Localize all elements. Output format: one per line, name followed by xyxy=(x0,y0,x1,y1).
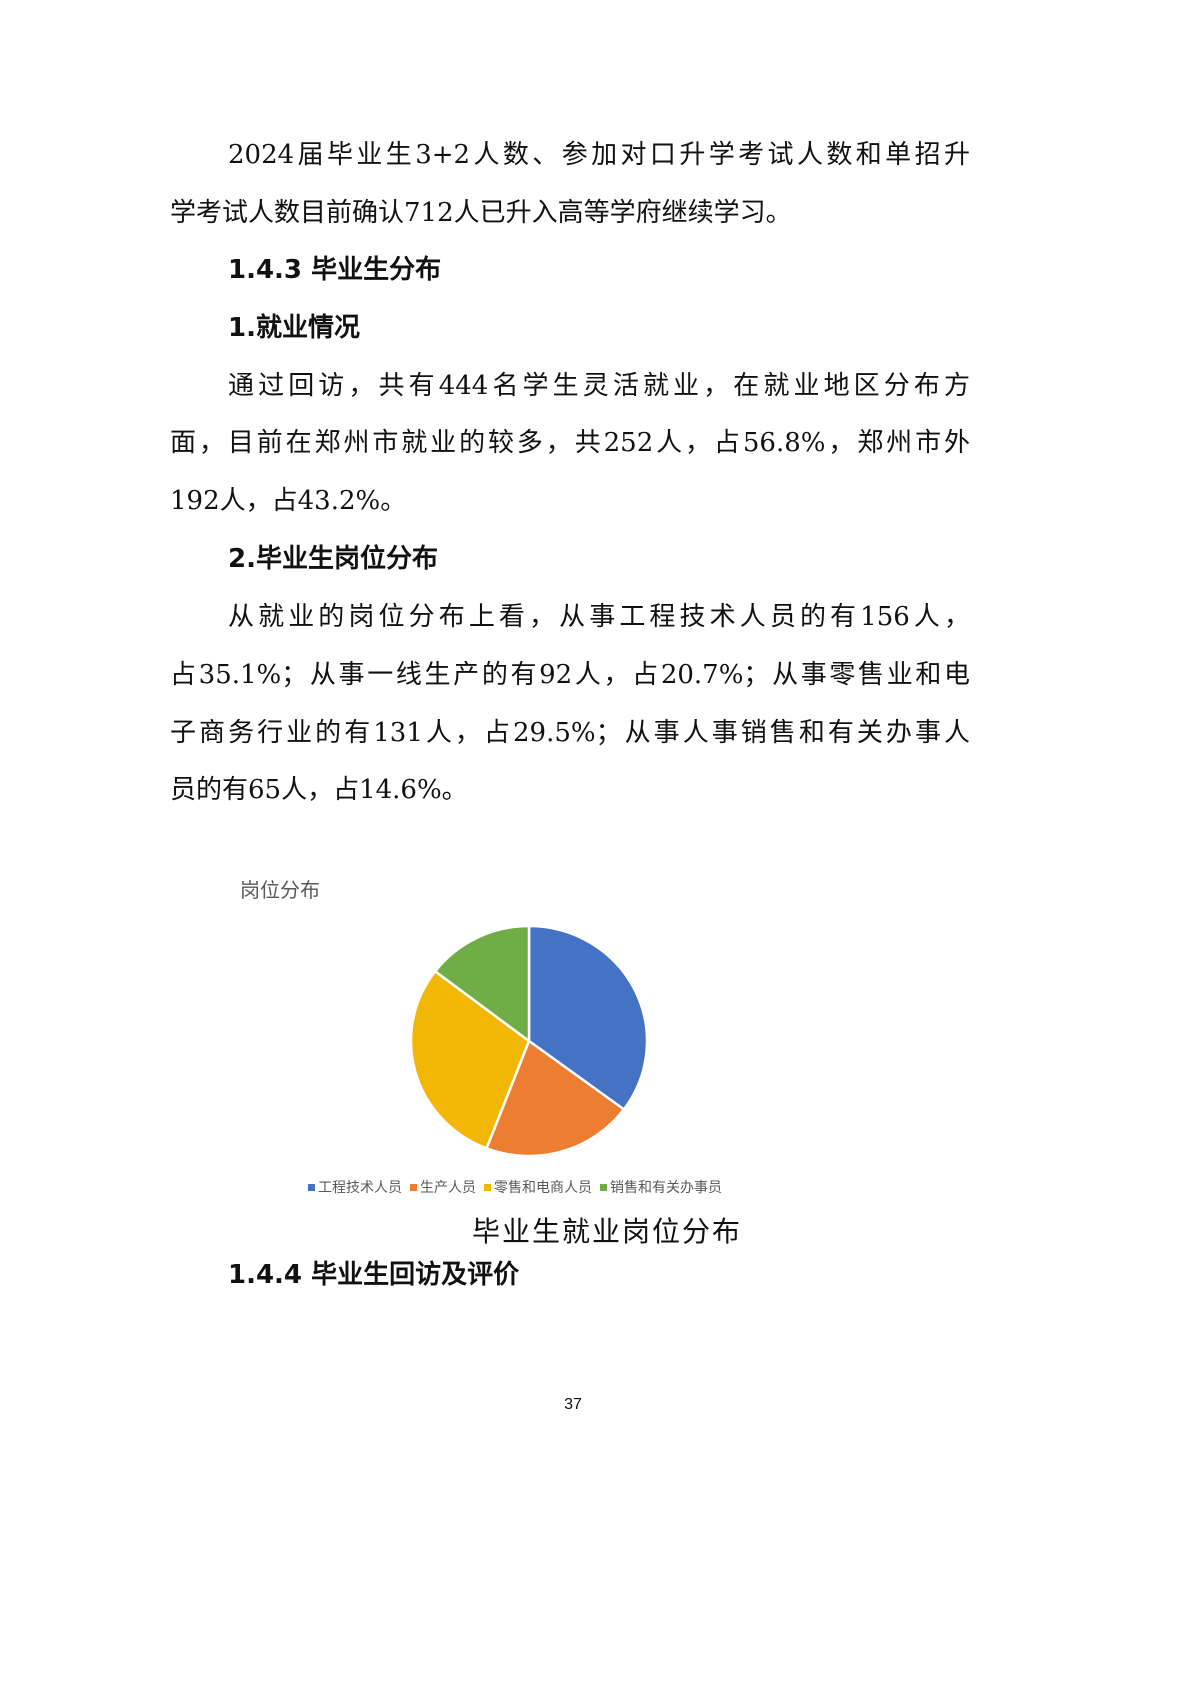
legend-item: 零售和电商人员 xyxy=(484,1177,592,1197)
legend-swatch xyxy=(308,1183,315,1191)
section-heading: 1.4.4 毕业生回访及评价 xyxy=(228,1260,520,1290)
legend-swatch xyxy=(484,1183,491,1191)
legend-label: 销售和有关办事员 xyxy=(610,1180,722,1196)
paragraph-line: 员的有65人，占14.6%。 xyxy=(170,775,468,805)
pie-slice-1 xyxy=(484,1039,626,1158)
pie-slice-0 xyxy=(527,924,649,1112)
subsection-heading: 2.毕业生岗位分布 xyxy=(228,544,438,574)
page-number: 37 xyxy=(564,1396,582,1413)
chart-title: 岗位分布 xyxy=(240,878,320,902)
paragraph-line: 面，目前在郑州市就业的较多，共252人，占56.8%，郑州市外 xyxy=(170,428,970,458)
legend-swatch xyxy=(410,1183,417,1191)
paragraph-line: 从就业的岗位分布上看，从事工程技术人员的有156人， xyxy=(228,602,970,632)
paragraph-line: 192人，占43.2%。 xyxy=(170,486,407,516)
pie-slice-2 xyxy=(409,969,531,1150)
legend-swatch xyxy=(600,1183,607,1191)
paragraph-line: 占35.1%；从事一线生产的有92人，占20.7%；从事零售业和电 xyxy=(170,660,970,690)
pie-slice-3 xyxy=(433,924,531,1044)
legend-item: 生产人员 xyxy=(410,1177,476,1197)
chart-legend: 工程技术人员 生产人员 零售和电商人员 销售和有关办事员 xyxy=(308,1177,722,1197)
paragraph-line: 通过回访，共有444名学生灵活就业，在就业地区分布方 xyxy=(228,371,970,401)
paragraph-line: 2024届毕业生3+2人数、参加对口升学考试人数和单招升 xyxy=(228,140,970,170)
legend-item: 销售和有关办事员 xyxy=(600,1177,722,1197)
legend-item: 工程技术人员 xyxy=(308,1177,402,1197)
legend-label: 工程技术人员 xyxy=(318,1180,402,1196)
section-heading: 1.4.3 毕业生分布 xyxy=(228,255,442,285)
figure-caption: 毕业生就业岗位分布 xyxy=(472,1215,743,1248)
paragraph-line: 子商务行业的有131人，占29.5%；从事人事销售和有关办事人 xyxy=(170,718,970,748)
legend-label: 生产人员 xyxy=(420,1180,476,1196)
paragraph-line: 学考试人数目前确认712人已升入高等学府继续学习。 xyxy=(170,198,792,228)
subsection-heading: 1.就业情况 xyxy=(228,313,360,343)
pie-chart xyxy=(409,924,649,1158)
legend-label: 零售和电商人员 xyxy=(494,1180,592,1196)
